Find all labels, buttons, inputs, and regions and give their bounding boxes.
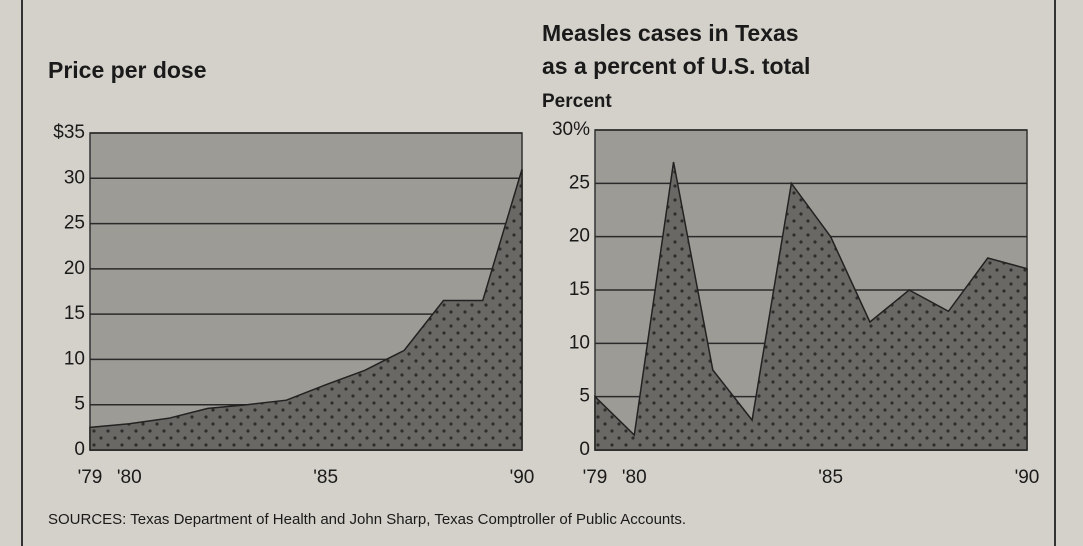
x-tick-label: '80	[117, 467, 142, 488]
y-tick-label: 20	[64, 258, 85, 279]
y-tick-label: 30%	[552, 119, 590, 140]
area	[594, 161, 1028, 451]
y-tick-label: 0	[74, 439, 85, 460]
chart-title: Price per dose	[48, 57, 207, 83]
x-tick-label: '80	[622, 467, 647, 488]
x-tick-label: '90	[510, 467, 535, 488]
y-axis-label: Percent	[542, 91, 612, 112]
y-tick-label: 25	[64, 213, 85, 234]
y-tick-label: 20	[569, 226, 590, 247]
x-tick-label: '79	[78, 467, 103, 488]
area	[89, 169, 523, 451]
y-tick-label: 15	[64, 303, 85, 324]
y-tick-label: 10	[64, 348, 85, 369]
y-tick-label: 25	[569, 172, 590, 193]
chart-title: as a percent of U.S. total	[542, 53, 810, 79]
y-tick-label: 30	[64, 167, 85, 188]
y-tick-label: 0	[579, 439, 590, 460]
y-tick-label: 15	[569, 279, 590, 300]
y-tick-label: 5	[579, 386, 590, 407]
x-tick-label: '85	[313, 467, 338, 488]
y-tick-label: 10	[569, 332, 590, 353]
source-note: SOURCES: Texas Department of Health and …	[48, 511, 686, 528]
x-tick-label: '90	[1015, 467, 1040, 488]
x-tick-label: '79	[583, 467, 608, 488]
y-tick-label: 5	[74, 394, 85, 415]
x-tick-label: '85	[818, 467, 843, 488]
chart-title: Measles cases in Texas	[542, 20, 799, 46]
y-tick-label: $35	[53, 122, 85, 143]
